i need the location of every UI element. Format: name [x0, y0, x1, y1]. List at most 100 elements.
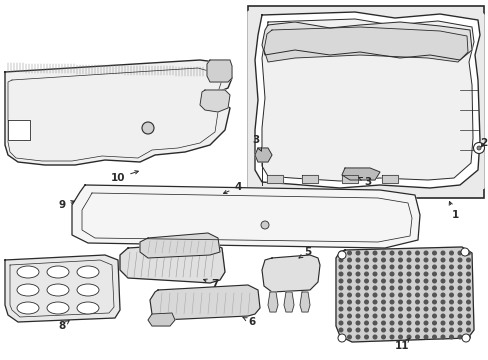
Polygon shape	[254, 148, 271, 162]
Circle shape	[457, 251, 461, 255]
Circle shape	[440, 293, 444, 297]
Circle shape	[372, 279, 376, 283]
Circle shape	[355, 307, 359, 311]
Circle shape	[337, 334, 346, 342]
Circle shape	[381, 328, 385, 332]
Circle shape	[372, 300, 376, 304]
Circle shape	[355, 265, 359, 269]
Polygon shape	[72, 185, 419, 248]
Circle shape	[440, 272, 444, 276]
Circle shape	[449, 272, 452, 276]
Polygon shape	[341, 168, 379, 180]
Circle shape	[355, 335, 359, 339]
Circle shape	[423, 279, 427, 283]
Circle shape	[466, 300, 469, 304]
Circle shape	[415, 307, 418, 311]
Circle shape	[389, 335, 393, 339]
Circle shape	[398, 335, 402, 339]
Circle shape	[347, 251, 350, 255]
Circle shape	[398, 265, 402, 269]
Circle shape	[432, 279, 435, 283]
Circle shape	[461, 334, 469, 342]
Circle shape	[339, 279, 342, 283]
Circle shape	[355, 328, 359, 332]
Circle shape	[381, 314, 385, 318]
Circle shape	[457, 314, 461, 318]
Polygon shape	[341, 175, 357, 183]
Circle shape	[372, 321, 376, 325]
Circle shape	[432, 272, 435, 276]
Circle shape	[449, 328, 452, 332]
Circle shape	[415, 286, 418, 290]
Circle shape	[415, 279, 418, 283]
Circle shape	[364, 258, 367, 262]
Circle shape	[457, 272, 461, 276]
Circle shape	[372, 251, 376, 255]
Circle shape	[339, 265, 342, 269]
Circle shape	[449, 307, 452, 311]
Ellipse shape	[47, 302, 69, 314]
Circle shape	[372, 328, 376, 332]
Circle shape	[381, 251, 385, 255]
Circle shape	[339, 251, 342, 255]
Ellipse shape	[47, 266, 69, 278]
Circle shape	[381, 321, 385, 325]
Text: 8: 8	[58, 321, 69, 331]
Circle shape	[364, 286, 367, 290]
Polygon shape	[247, 8, 483, 196]
Circle shape	[398, 251, 402, 255]
Circle shape	[457, 321, 461, 325]
Polygon shape	[5, 60, 231, 165]
Circle shape	[372, 272, 376, 276]
Polygon shape	[264, 27, 467, 62]
Circle shape	[423, 272, 427, 276]
Circle shape	[407, 272, 410, 276]
Circle shape	[449, 293, 452, 297]
Text: 9: 9	[59, 200, 74, 210]
Circle shape	[466, 293, 469, 297]
Circle shape	[355, 321, 359, 325]
Circle shape	[423, 300, 427, 304]
Circle shape	[347, 258, 350, 262]
Circle shape	[381, 307, 385, 311]
Circle shape	[440, 328, 444, 332]
Circle shape	[389, 286, 393, 290]
Circle shape	[347, 300, 350, 304]
Circle shape	[432, 335, 435, 339]
Circle shape	[440, 279, 444, 283]
Polygon shape	[200, 90, 229, 112]
Circle shape	[347, 279, 350, 283]
Circle shape	[457, 300, 461, 304]
Circle shape	[466, 258, 469, 262]
Circle shape	[432, 286, 435, 290]
Circle shape	[389, 251, 393, 255]
Circle shape	[432, 293, 435, 297]
Circle shape	[449, 300, 452, 304]
Circle shape	[440, 300, 444, 304]
Ellipse shape	[17, 284, 39, 296]
Circle shape	[364, 314, 367, 318]
Circle shape	[460, 248, 468, 256]
Circle shape	[381, 335, 385, 339]
Polygon shape	[120, 243, 224, 283]
Polygon shape	[140, 233, 220, 258]
Circle shape	[381, 286, 385, 290]
Circle shape	[423, 321, 427, 325]
Circle shape	[407, 258, 410, 262]
Circle shape	[466, 321, 469, 325]
Circle shape	[389, 307, 393, 311]
Circle shape	[398, 272, 402, 276]
Circle shape	[355, 279, 359, 283]
Circle shape	[440, 251, 444, 255]
Circle shape	[457, 335, 461, 339]
Circle shape	[440, 314, 444, 318]
Circle shape	[398, 286, 402, 290]
Circle shape	[423, 314, 427, 318]
Circle shape	[339, 286, 342, 290]
Circle shape	[432, 258, 435, 262]
Circle shape	[423, 251, 427, 255]
Polygon shape	[335, 247, 473, 342]
Circle shape	[347, 314, 350, 318]
Circle shape	[407, 328, 410, 332]
Circle shape	[372, 307, 376, 311]
